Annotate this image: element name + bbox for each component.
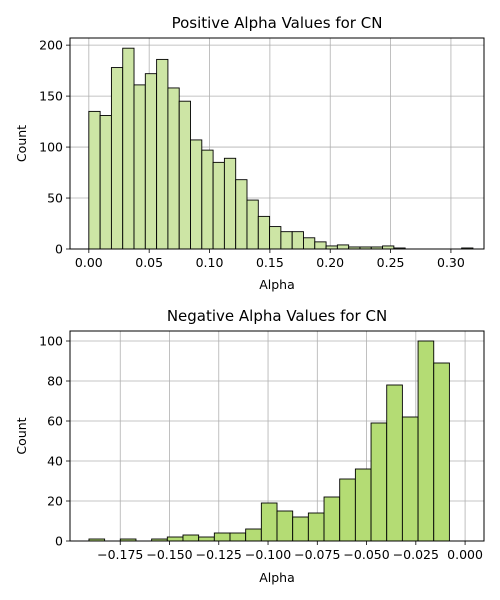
histogram-bar (276, 510, 294, 542)
y-tick-label: 80 (47, 374, 63, 389)
y-tick-label: 150 (39, 89, 63, 104)
histogram-bar (110, 67, 124, 250)
histogram-bar (88, 110, 101, 250)
x-tick-label: 0.30 (437, 255, 465, 270)
y-axis-label: Count (14, 417, 29, 454)
y-tick-label: 0 (55, 242, 63, 257)
histogram-bar (166, 536, 184, 542)
histogram-bar (323, 496, 341, 542)
y-tick-label: 20 (47, 494, 63, 509)
histogram-bar (354, 468, 372, 542)
y-tick-label: 40 (47, 454, 63, 469)
y-tick-label: 50 (47, 191, 63, 206)
histogram-bar (417, 340, 435, 542)
x-tick-label: −0.125 (196, 547, 242, 562)
x-tick-label: 0.000 (447, 547, 483, 562)
x-tick-label: −0.150 (146, 547, 192, 562)
y-axis-ticks: 0 20 40 60 80 100 (39, 334, 70, 549)
y-axis-label: Count (14, 125, 29, 162)
chart-title: Positive Alpha Values for CN (172, 14, 383, 32)
y-axis-ticks: 0 50 100 150 200 (39, 38, 70, 257)
x-tick-label: 0.25 (377, 255, 405, 270)
histogram-bars (88, 47, 474, 250)
x-tick-label: 0.15 (256, 255, 284, 270)
histogram-bar (213, 532, 231, 542)
plot-frame (69, 37, 485, 250)
histogram-bars (88, 340, 450, 542)
histogram-bar (99, 115, 112, 250)
histogram-bar (339, 478, 356, 542)
histogram-bar (433, 362, 450, 542)
x-tick-label: −0.100 (245, 547, 291, 562)
histogram-bar (401, 416, 419, 542)
histogram-bar (156, 58, 169, 250)
x-tick-label: 0.05 (135, 255, 163, 270)
histogram-bar (307, 512, 325, 542)
x-tick-label: −0.050 (343, 547, 389, 562)
histogram-bar (303, 237, 316, 250)
x-tick-label: −0.025 (393, 547, 439, 562)
histogram-bar (133, 84, 146, 250)
x-axis-label: Alpha (259, 277, 295, 292)
x-tick-label: −0.175 (97, 547, 143, 562)
y-tick-label: 200 (39, 38, 63, 53)
chart-title: Negative Alpha Values for CN (167, 307, 387, 325)
histogram-bar (292, 516, 309, 542)
x-axis-ticks: −0.175 −0.150 −0.125 −0.100 −0.075 −0.050 −0.0… (97, 541, 483, 562)
x-tick-label: −0.075 (294, 547, 340, 562)
chart-negative-alpha: Negative Alpha Values for CN −0.175 −0.15… (14, 307, 485, 585)
histogram-bar (229, 532, 247, 542)
y-tick-label: 100 (39, 140, 63, 155)
histogram-bar (370, 422, 388, 542)
histogram-bar (201, 149, 214, 250)
histogram-bar (260, 502, 278, 542)
plot-frame (69, 330, 485, 542)
x-axis-ticks: 0.00 0.05 0.10 0.15 0.20 0.25 0.30 (75, 249, 465, 270)
histogram-bar (212, 161, 225, 250)
histogram-bar (280, 231, 293, 250)
x-tick-label: 0.20 (316, 255, 344, 270)
histogram-bar (223, 157, 237, 250)
histogram-bar (182, 534, 200, 542)
y-tick-label: 0 (55, 534, 63, 549)
histogram-bar (190, 139, 203, 250)
histogram-bar (178, 100, 191, 250)
x-axis-label: Alpha (259, 570, 295, 585)
histogram-bar (336, 244, 350, 250)
y-tick-label: 100 (39, 334, 63, 349)
chart-positive-alpha: Positive Alpha Values for CN 0.00 0.05 0.1… (14, 14, 485, 292)
histogram-bar (269, 226, 282, 250)
histogram-bar (245, 528, 262, 542)
histogram-bar (386, 384, 403, 542)
y-tick-label: 60 (47, 414, 63, 429)
histogram-bar (246, 199, 259, 250)
histogram-bar (122, 47, 135, 250)
x-tick-label: 0.10 (196, 255, 224, 270)
histogram-bar (314, 241, 327, 250)
x-tick-label: 0.00 (75, 255, 103, 270)
histogram-bar (235, 179, 248, 250)
histogram-bar (167, 87, 180, 250)
histogram-bar (291, 231, 304, 250)
histogram-bar (257, 215, 271, 250)
histogram-bar (198, 536, 215, 542)
histogram-bar (144, 73, 158, 250)
